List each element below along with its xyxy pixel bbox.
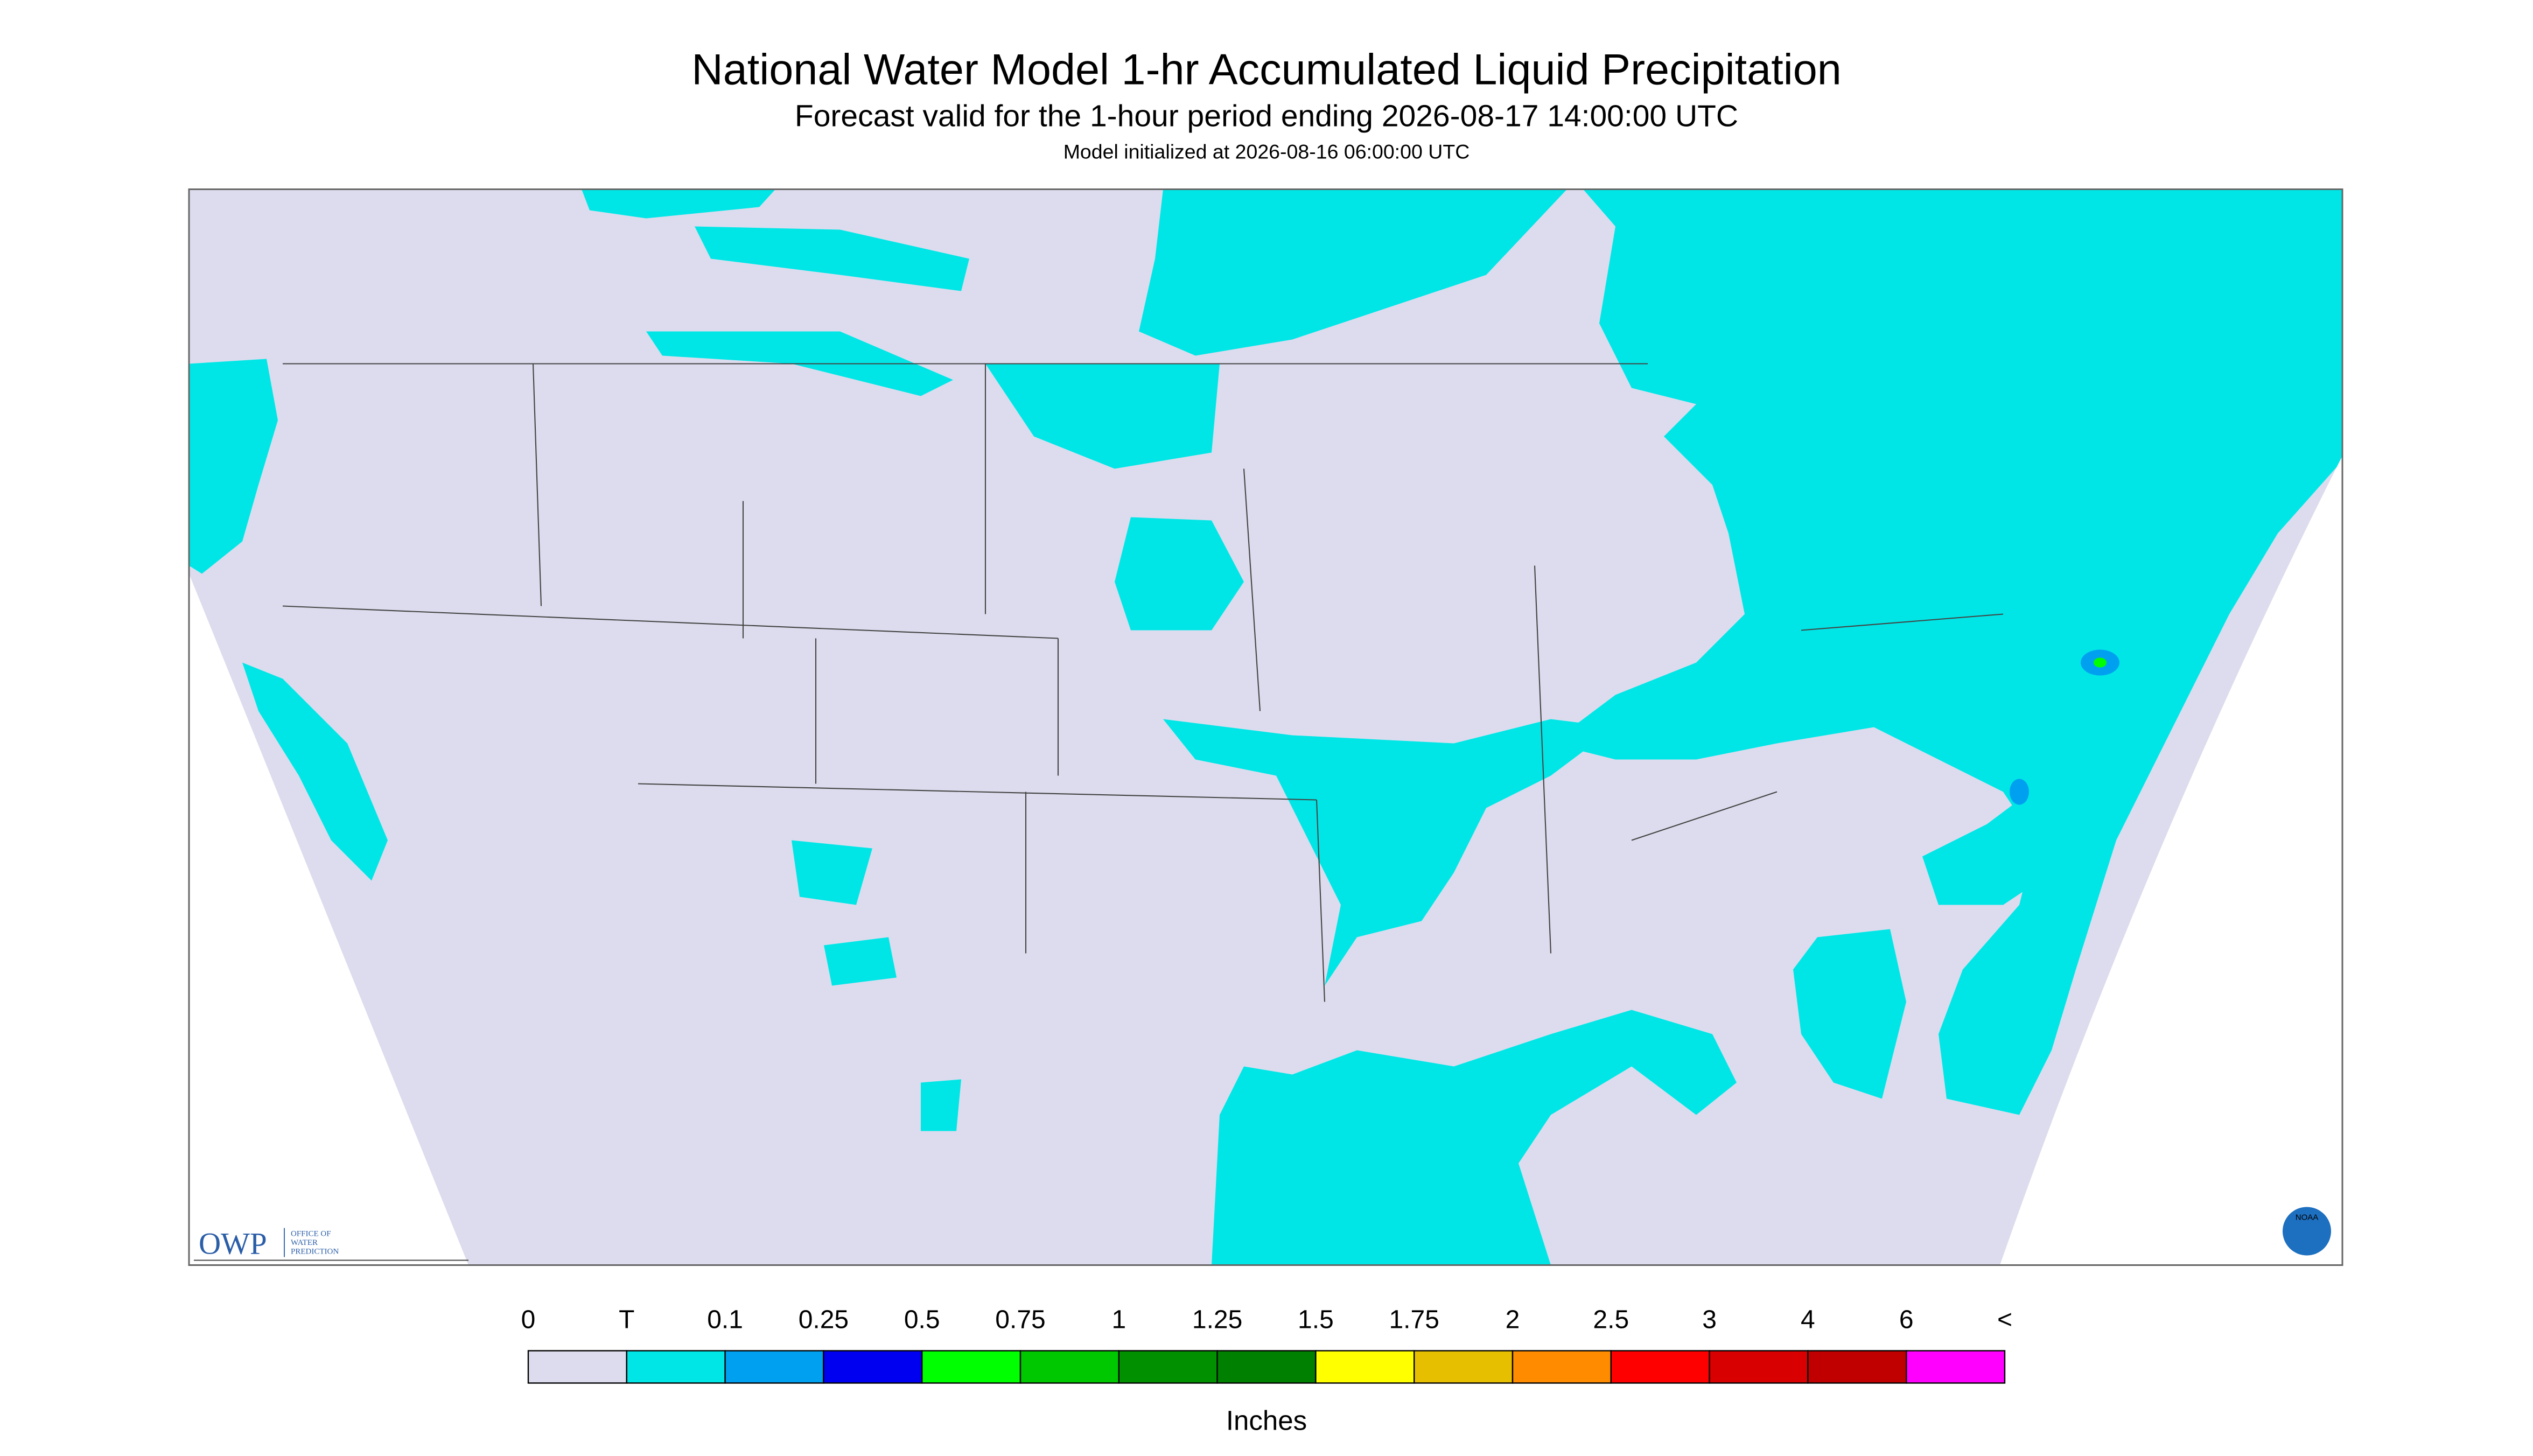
- title: National Water Model 1-hr Accumulated Li…: [691, 46, 1842, 94]
- colorbar-tick-label: T: [619, 1306, 634, 1334]
- colorbar-tick-label: 1.5: [1298, 1306, 1334, 1334]
- owp-name-line: PREDICTION: [291, 1248, 339, 1256]
- colorbar-swatch: [1610, 1350, 1710, 1384]
- colorbar-tick-label: 0.1: [707, 1306, 743, 1334]
- colorbar-swatch: [1118, 1350, 1218, 1384]
- colorbar-tick-label: 1.75: [1389, 1306, 1439, 1334]
- owp-name-line: WATER: [291, 1238, 318, 1247]
- colorbar-swatch: [1512, 1350, 1612, 1384]
- subtitle: Forecast valid for the 1-hour period end…: [795, 99, 1738, 134]
- boundaries: [194, 363, 2004, 1261]
- colorbar-tick-label: 1: [1111, 1306, 1126, 1334]
- owp-name-line: OFFICE OF: [291, 1230, 331, 1238]
- colorbar-swatch: [823, 1350, 923, 1384]
- colorbar-swatch: [1807, 1350, 1907, 1384]
- colorbar-swatch: [724, 1350, 824, 1384]
- colorbar-tick-label: 0.25: [799, 1306, 849, 1334]
- colorbar-swatch: [1216, 1350, 1317, 1384]
- noaa-logo: [2283, 1207, 2331, 1256]
- precip-areas: [189, 189, 2342, 1265]
- noaa-text: NOAA: [2296, 1213, 2319, 1222]
- colorbar-tick-label: 3: [1702, 1306, 1717, 1334]
- colorbar-tick-label: 2: [1506, 1306, 1520, 1334]
- colorbar-tick-label: 0.5: [904, 1306, 940, 1334]
- out-of-domain: [189, 456, 2342, 1265]
- colorbar-swatch: [1709, 1350, 1809, 1384]
- colorbar-tick-label: 2.5: [1593, 1306, 1629, 1334]
- colorbar-tick-label: 6: [1899, 1306, 1914, 1334]
- colorbar-label: Inches: [1226, 1405, 1307, 1436]
- colorbar-tick-label: 0: [521, 1306, 536, 1334]
- owp-logo: OWP: [199, 1227, 267, 1261]
- colorbar-tick-label: <: [1997, 1306, 2012, 1334]
- moderate-precip: [2094, 657, 2107, 668]
- colorbar-swatch: [626, 1350, 726, 1384]
- colorbar-swatch: [921, 1350, 1021, 1384]
- colorbar: 0 T 0.1 0.25 0.5 0.75 1 1.25 1.5 1.75 2 2.5 3 4 6 <: [521, 1306, 2012, 1384]
- colorbar-tick-label: 0.75: [995, 1306, 1045, 1334]
- colorbar-swatch: [1315, 1350, 1415, 1384]
- colorbar-tick-label: 1.25: [1192, 1306, 1242, 1334]
- colorbar-swatch: [1905, 1350, 2006, 1384]
- init-time: Model initialized at 2026-08-16 06:00:00…: [1063, 141, 1470, 163]
- colorbar-tick-label: 4: [1801, 1306, 1815, 1334]
- colorbar-swatch: [527, 1350, 628, 1384]
- colorbar-swatch: [1019, 1350, 1120, 1384]
- colorbar-swatch: [1414, 1350, 1514, 1384]
- map-frame: [188, 188, 2343, 1266]
